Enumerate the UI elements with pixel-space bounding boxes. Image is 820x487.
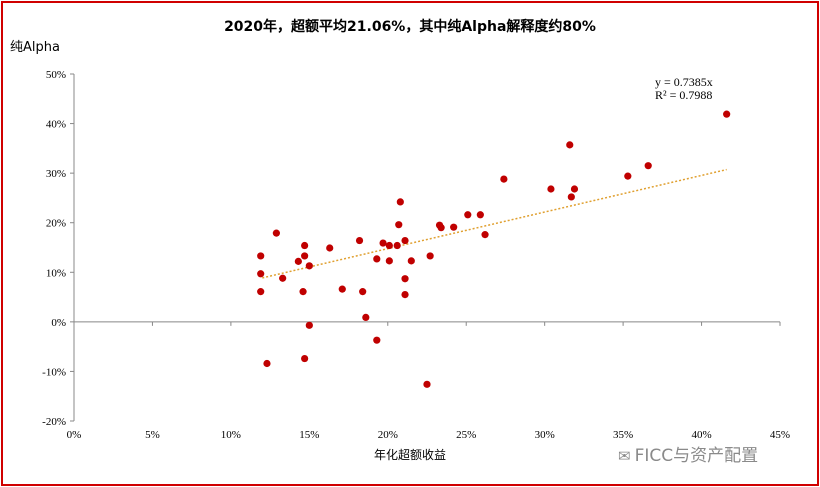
data-point	[393, 241, 401, 250]
y-tick-label: 10%	[46, 267, 66, 279]
data-point	[547, 185, 555, 193]
data-point	[263, 359, 271, 368]
watermark: ✉ FICC与资产配置	[618, 441, 758, 466]
y-tick-label: -20%	[42, 416, 66, 428]
data-point	[379, 239, 387, 247]
trendline-r2: R² = 0.7988	[655, 88, 712, 102]
x-tick-label: 35%	[613, 429, 633, 441]
data-point	[723, 110, 731, 118]
data-point	[373, 255, 381, 263]
data-point	[570, 185, 579, 193]
data-point	[481, 231, 489, 239]
x-tick-label: 0%	[67, 429, 82, 441]
data-point	[624, 172, 632, 180]
data-point	[338, 285, 346, 293]
y-axis-label: 纯Alpha	[10, 40, 60, 55]
data-point	[301, 241, 309, 250]
data-point	[566, 141, 574, 149]
data-point	[279, 274, 287, 282]
data-point	[362, 313, 370, 321]
data-point	[301, 354, 309, 363]
y-tick-label: 20%	[46, 218, 66, 230]
x-tick-label: 15%	[299, 429, 319, 441]
data-point	[401, 236, 409, 245]
data-point	[326, 244, 334, 252]
data-point	[299, 288, 307, 296]
data-point	[257, 288, 265, 296]
chart-title: 2020年，超额平均21.06%，其中纯Alpha解释度约80%	[224, 19, 596, 35]
data-point	[426, 252, 434, 260]
x-tick-label: 10%	[221, 429, 241, 441]
y-tick-label: 30%	[46, 168, 66, 180]
data-point	[401, 275, 409, 283]
y-tick-label: 0%	[51, 317, 66, 329]
data-point	[385, 257, 393, 265]
trendline	[262, 168, 727, 279]
x-axis-label: 年化超额收益	[373, 448, 446, 462]
data-point	[407, 257, 415, 265]
data-point	[385, 241, 393, 250]
data-point	[272, 229, 280, 237]
data-point	[257, 252, 265, 260]
data-point	[257, 270, 265, 278]
data-point	[301, 252, 309, 260]
y-tick-label: -10%	[42, 366, 66, 378]
data-point	[305, 321, 313, 329]
data-point	[401, 290, 409, 299]
data-point	[567, 193, 575, 201]
data-point	[464, 211, 472, 219]
data-point	[395, 221, 403, 229]
x-tick-label: 5%	[145, 429, 160, 441]
data-point	[450, 223, 458, 231]
data-point	[294, 257, 302, 265]
data-point	[476, 211, 484, 219]
wechat-icon: ✉	[618, 447, 631, 465]
x-tick-label: 20%	[378, 429, 398, 441]
data-point	[359, 288, 367, 296]
x-tick-label: 40%	[691, 429, 711, 441]
data-point	[355, 236, 364, 245]
watermark-text: FICC与资产配置	[634, 446, 759, 466]
y-tick-label: 50%	[46, 69, 66, 81]
x-tick-label: 25%	[456, 429, 476, 441]
data-point	[373, 336, 381, 344]
data-point	[305, 262, 313, 270]
x-tick-label: 45%	[770, 429, 790, 441]
data-point	[423, 380, 431, 388]
data-point	[437, 224, 445, 232]
data-point	[396, 198, 404, 206]
y-tick-label: 40%	[46, 119, 66, 131]
trendline-equation: y = 0.7385x	[655, 75, 713, 89]
x-tick-label: 30%	[535, 429, 555, 441]
data-point	[500, 175, 508, 183]
data-point	[644, 162, 652, 170]
